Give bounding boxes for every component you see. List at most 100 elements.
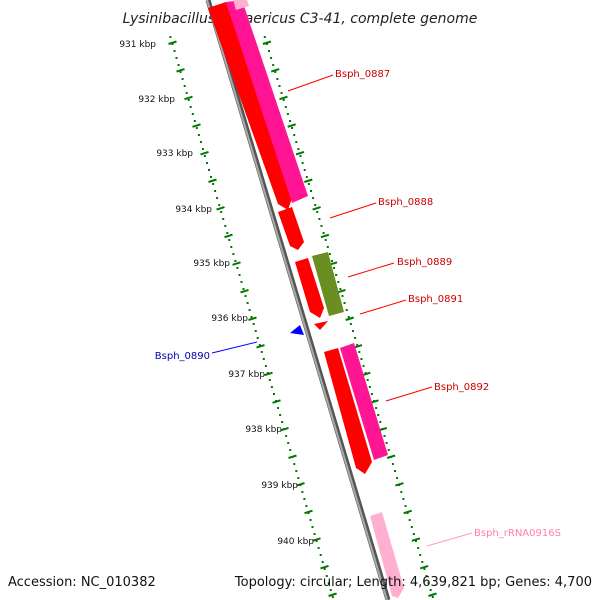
ruler-dot	[383, 435, 386, 437]
ruler-dot	[404, 505, 407, 507]
ruler-dot	[364, 372, 367, 374]
ruler-dot	[321, 561, 324, 563]
gene-bsph-0890[interactable]	[290, 325, 304, 335]
ruler-dot	[254, 330, 257, 332]
ruler-dot	[305, 505, 308, 507]
gene-bsph-rrna0916s[interactable]	[370, 512, 404, 598]
ruler-dot	[222, 218, 225, 220]
gene-bsph-0892-pink[interactable]	[340, 343, 388, 460]
gene-bsph-0887-pink[interactable]	[226, 0, 308, 203]
ruler-dot	[171, 43, 174, 45]
ruler-dot	[337, 281, 340, 283]
gene-bsph-0887-red[interactable]	[208, 2, 292, 210]
ruler-dot	[301, 491, 304, 493]
ruler-dot	[293, 134, 296, 136]
ruler-dot	[244, 295, 247, 297]
ruler-dot	[286, 113, 289, 115]
ruler-dot	[358, 351, 361, 353]
ruler-dot	[400, 491, 403, 493]
ruler-dot	[287, 442, 290, 444]
ruler-dot	[256, 337, 259, 339]
ruler-dot	[303, 498, 306, 500]
ruler-dot	[366, 379, 369, 381]
ruler-dot	[307, 512, 310, 514]
kbp-label: 940 kbp	[277, 537, 314, 547]
gene-bsph-0889[interactable]	[312, 252, 344, 316]
gene-label-bsph-rrna0916s[interactable]: Bsph_rRNA0916S	[474, 528, 561, 539]
gene-label-bsph-0887[interactable]: Bsph_0887	[335, 69, 390, 80]
ruler-dot	[210, 176, 212, 178]
ruler-dot	[299, 155, 302, 157]
ruler-dot	[236, 267, 239, 269]
ruler-dot	[177, 64, 180, 66]
ruler-dot	[387, 449, 390, 451]
ruler-dot	[250, 316, 253, 318]
ruler-tick	[312, 206, 321, 211]
gene-red-0889-strand[interactable]	[295, 258, 324, 318]
ruler-dot	[201, 148, 204, 150]
ruler-dot	[214, 190, 217, 192]
ruler-dot	[316, 211, 319, 213]
ruler-dot	[238, 274, 241, 276]
ruler-tracks	[168, 36, 437, 598]
ruler-dot	[410, 526, 413, 528]
ruler-dot	[199, 141, 202, 143]
kbp-label: 935 kbp	[193, 259, 230, 269]
ruler-tick	[279, 95, 288, 101]
ruler-dot	[317, 547, 320, 549]
gene-label-bsph-0889[interactable]: Bsph_0889	[397, 257, 452, 268]
gene-label-bsph-0890[interactable]: Bsph_0890	[155, 351, 210, 362]
ruler-dot	[228, 239, 231, 241]
ruler-tick	[272, 399, 281, 404]
ruler-tick	[395, 482, 404, 487]
ruler-dot	[310, 190, 312, 192]
ruler-dot	[274, 71, 277, 73]
ruler-dot	[362, 365, 365, 367]
ruler-dot	[307, 183, 310, 185]
gene-label-bsph-0888[interactable]: Bsph_0888	[378, 197, 433, 208]
genome-backbone	[205, 0, 391, 600]
ruler-dot	[195, 127, 198, 129]
gene-bsph-0892-red[interactable]	[324, 348, 372, 474]
ruler-dot	[263, 36, 266, 38]
ruler-dot	[419, 554, 422, 556]
ruler-dot	[394, 470, 396, 472]
ruler-tick	[428, 592, 437, 597]
ruler-tick	[184, 95, 193, 101]
ruler-dot	[314, 204, 317, 206]
ruler-dot	[423, 568, 426, 570]
ruler-dot	[379, 421, 382, 423]
ruler-dot	[242, 288, 245, 290]
ruler-tick	[288, 454, 297, 459]
ruler-dot	[431, 596, 434, 598]
kbp-label: 937 kbp	[228, 370, 265, 380]
ruler-dot	[279, 414, 282, 416]
ruler-tick	[280, 426, 289, 432]
ruler-dot	[203, 155, 206, 157]
ruler-dot	[189, 106, 192, 108]
ruler-dot	[347, 316, 350, 318]
ruler-dot	[297, 148, 300, 150]
gene-label-bsph-0891[interactable]: Bsph_0891	[408, 294, 463, 305]
ruler-dot	[183, 85, 186, 87]
kbp-label: 939 kbp	[261, 481, 298, 491]
ruler-dot	[216, 197, 219, 199]
ruler-dot	[313, 533, 316, 535]
ruler-dot	[191, 113, 194, 115]
ruler-dot	[427, 582, 430, 584]
ruler-tick	[304, 509, 313, 515]
ruler-dot	[356, 344, 359, 346]
ruler-dot	[303, 169, 306, 171]
ruler-dot	[326, 246, 329, 248]
ruler-tick	[176, 68, 185, 73]
gene-label-bsph-0892[interactable]: Bsph_0892	[434, 382, 489, 393]
ruler-dot	[425, 575, 428, 577]
ruler-tick	[328, 592, 337, 597]
gene-bsph-0888[interactable]	[278, 207, 304, 250]
ruler-dot	[276, 78, 279, 80]
ruler-dot	[324, 239, 327, 241]
ruler-dot	[297, 477, 300, 479]
gene-bsph-0891[interactable]	[314, 321, 328, 330]
gene-features	[208, 0, 404, 598]
ruler-dot	[268, 50, 270, 52]
